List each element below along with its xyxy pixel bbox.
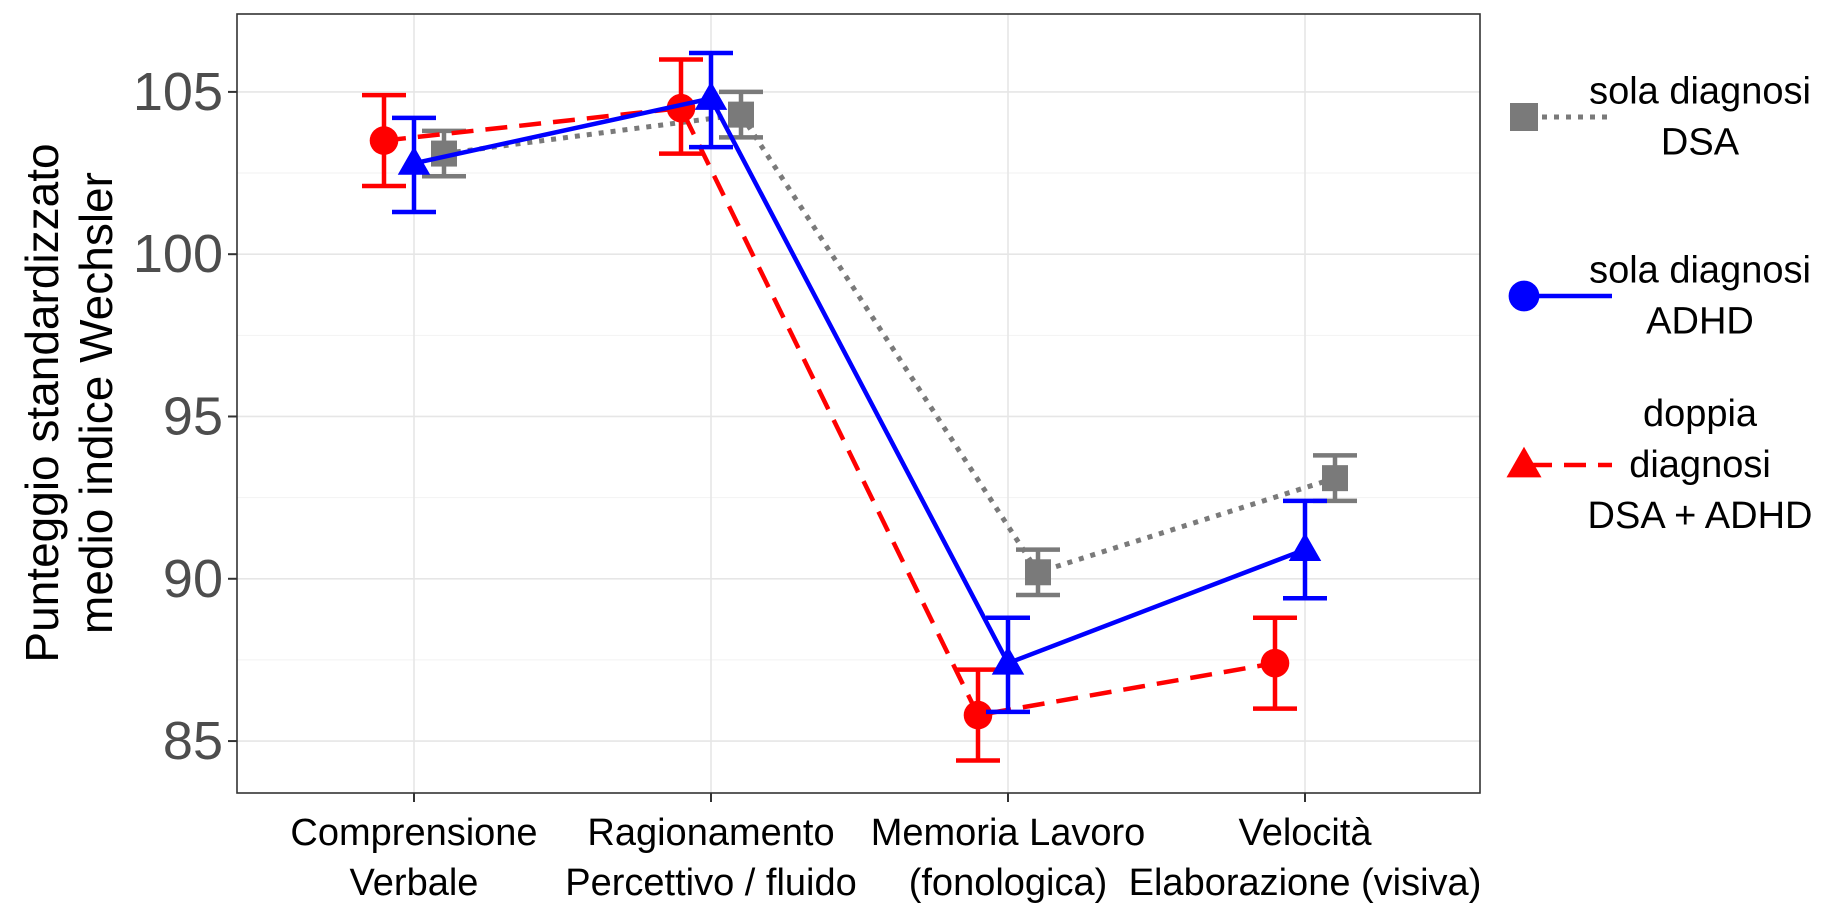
data-point bbox=[666, 93, 696, 123]
legend-key-marker bbox=[1510, 103, 1538, 131]
data-point bbox=[694, 81, 728, 110]
y-tick-label: 100 bbox=[133, 224, 223, 284]
x-tick-label: Memoria Lavoro (fonologica) bbox=[871, 812, 1146, 904]
series-1 bbox=[392, 50, 1327, 715]
x-tick-label-line: Comprensione bbox=[290, 812, 537, 854]
data-point bbox=[1322, 465, 1348, 492]
data-point bbox=[1025, 559, 1051, 586]
series-0 bbox=[422, 89, 1357, 598]
y-axis-title-line: Punteggio standardizzato bbox=[16, 143, 68, 662]
y-tick-label: 95 bbox=[163, 386, 223, 446]
x-tick-label-line: Velocità bbox=[1238, 812, 1372, 854]
y-axis: 85 90 95 100 105 bbox=[133, 62, 237, 771]
series-line bbox=[443, 111, 1336, 576]
series-line bbox=[413, 95, 1306, 666]
legend-label-line: sola diagnosi bbox=[1589, 71, 1811, 113]
data-point bbox=[369, 126, 399, 155]
legend-label-line: DSA bbox=[1661, 122, 1740, 164]
series-2 bbox=[362, 57, 1297, 763]
plot-border bbox=[236, 13, 1481, 794]
series-line bbox=[383, 105, 1276, 718]
legend-label: sola diagnosi DSA bbox=[1589, 71, 1811, 164]
legend-item: doppia diagnosi DSA + ADHD bbox=[1506, 393, 1813, 537]
legend-item: sola diagnosi DSA bbox=[1510, 71, 1811, 164]
x-tick-label-line: (fonologica) bbox=[909, 862, 1108, 904]
legend-label-line: sola diagnosi bbox=[1589, 250, 1811, 292]
legend-label-line: doppia bbox=[1643, 393, 1758, 435]
x-tick-label: Velocità Elaborazione (visiva) bbox=[1129, 812, 1482, 904]
data-point bbox=[1288, 532, 1322, 562]
data-point bbox=[1260, 648, 1290, 678]
legend-label: doppia diagnosi DSA + ADHD bbox=[1588, 393, 1813, 537]
y-tick-label: 85 bbox=[163, 711, 223, 771]
data-point bbox=[963, 700, 993, 730]
data-point bbox=[991, 646, 1025, 675]
data-point bbox=[728, 101, 754, 128]
y-axis-title: Punteggio standardizzatomedio indice Wec… bbox=[16, 143, 122, 662]
x-tick-label: Comprensione Verbale bbox=[290, 812, 537, 904]
y-axis-title-line: medio indice Wechsler bbox=[70, 172, 122, 634]
legend-label-line: ADHD bbox=[1646, 301, 1754, 343]
x-tick-label-line: Percettivo / fluido bbox=[565, 862, 856, 904]
x-tick-label-line: Ragionamento bbox=[587, 812, 834, 854]
y-tick-label: 105 bbox=[133, 62, 223, 122]
legend-key-marker bbox=[1506, 446, 1542, 478]
x-tick-label-line: Elaborazione (visiva) bbox=[1129, 862, 1482, 904]
x-tick-label-line: Verbale bbox=[350, 862, 479, 904]
legend-key-marker bbox=[1508, 280, 1540, 312]
legend-label: sola diagnosi ADHD bbox=[1589, 250, 1811, 343]
x-axis: Comprensione Verbale Ragionamento Percettiv… bbox=[290, 793, 1481, 904]
x-tick-label: Ragionamento Percettivo / fluido bbox=[565, 812, 856, 904]
x-tick-label-line: Memoria Lavoro bbox=[871, 812, 1146, 854]
data-point bbox=[397, 146, 431, 175]
y-tick-label: 90 bbox=[163, 549, 223, 609]
legend-label-line: diagnosi bbox=[1629, 444, 1771, 486]
legend-item: sola diagnosi ADHD bbox=[1508, 250, 1811, 343]
legend-label-line: DSA + ADHD bbox=[1588, 495, 1813, 537]
